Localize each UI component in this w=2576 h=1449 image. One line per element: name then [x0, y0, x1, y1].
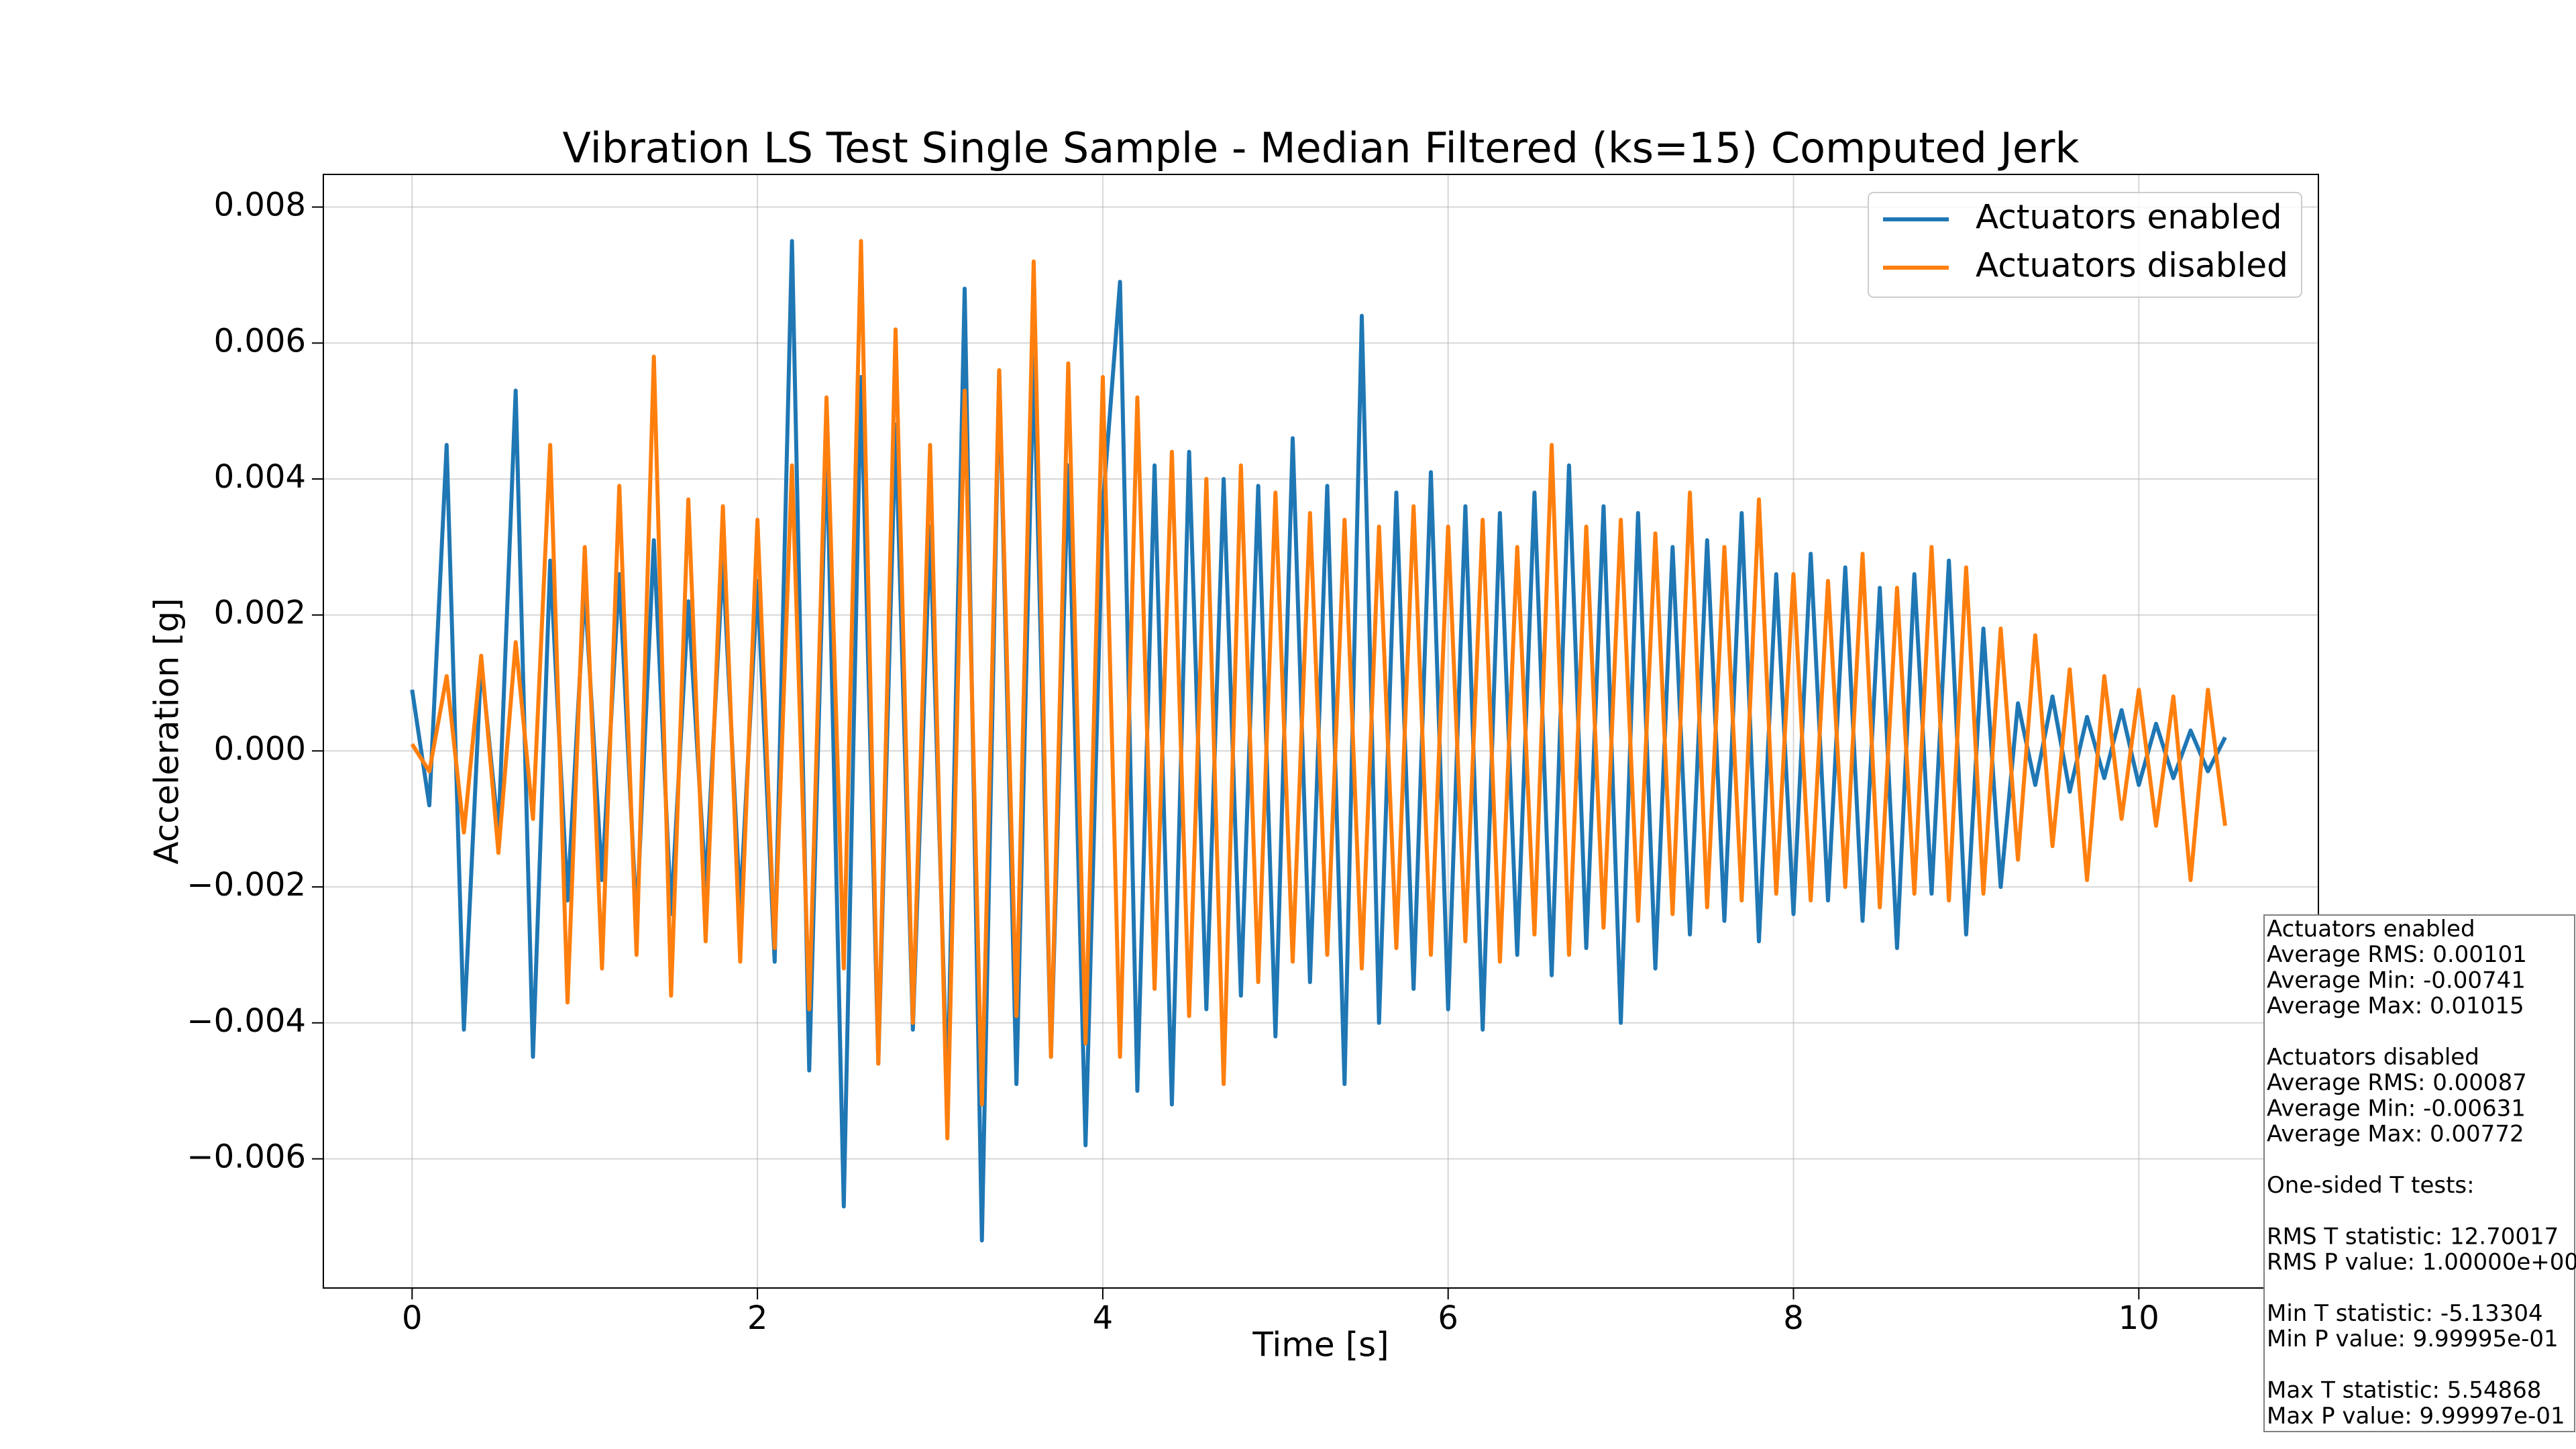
stats-line: Average Max: 0.01015: [2267, 993, 2524, 1020]
x-tick-label: 8: [1783, 1299, 1804, 1337]
y-tick-label: −0.002: [186, 866, 306, 904]
stats-line: Max T statistic: 5.54868: [2267, 1377, 2541, 1404]
x-axis-label: Time [s]: [1252, 1326, 1389, 1364]
stats-line: Average RMS: 0.00087: [2267, 1069, 2527, 1096]
ticks: 0 2 4 6 8 10 −0.006 −0.004 −0.002 0.000 0.002 0.004…: [186, 186, 2159, 1337]
x-tick-label: 6: [1438, 1299, 1458, 1337]
stats-line: Average Min: -0.00631: [2267, 1095, 2526, 1122]
chart-title: Vibration LS Test Single Sample - Median…: [563, 123, 2080, 172]
data-line: [410, 239, 2227, 1140]
legend-label: Actuators disabled: [1976, 246, 2288, 285]
stats-line: Min T statistic: -5.13304: [2267, 1300, 2543, 1327]
stats-line: RMS P value: 1.00000e+00: [2267, 1249, 2576, 1276]
stats-line: Average Min: -0.00741: [2267, 967, 2526, 994]
stats-line: One-sided T tests:: [2267, 1172, 2475, 1199]
y-tick-label: 0.002: [214, 594, 306, 632]
stats-line: RMS T statistic: 12.70017: [2267, 1223, 2559, 1250]
y-tick-label: 0.000: [214, 730, 306, 767]
x-tick-label: 4: [1093, 1299, 1114, 1337]
stats-line: Max P value: 9.99997e-01: [2267, 1403, 2565, 1430]
legend-frame: [1868, 192, 2302, 298]
stats-line: Average RMS: 0.00101: [2267, 941, 2527, 968]
y-tick-label: 0.006: [214, 322, 306, 360]
stats-line: Actuators enabled: [2267, 916, 2475, 943]
legend-label: Actuators enabled: [1976, 198, 2282, 237]
y-axis-label: Acceleration [g]: [148, 598, 186, 864]
legend: Actuators enabled Actuators disabled: [1868, 192, 2302, 298]
y-tick-label: 0.008: [214, 186, 306, 224]
y-tick-label: 0.004: [214, 458, 306, 496]
y-tick-label: −0.004: [186, 1002, 306, 1040]
x-tick-label: 2: [747, 1299, 768, 1337]
y-tick-label: −0.006: [186, 1138, 306, 1175]
stats-line: Average Max: 0.00772: [2267, 1121, 2524, 1148]
axes-frame: [323, 174, 2319, 1289]
plot-area: [410, 239, 2227, 1243]
stats-frame: [2263, 914, 2575, 1432]
stats-line: Actuators disabled: [2267, 1044, 2479, 1071]
stats-line: Min P value: 9.99995e-01: [2267, 1326, 2559, 1352]
x-tick-label: 10: [2118, 1299, 2159, 1337]
x-tick-label: 0: [402, 1299, 423, 1337]
